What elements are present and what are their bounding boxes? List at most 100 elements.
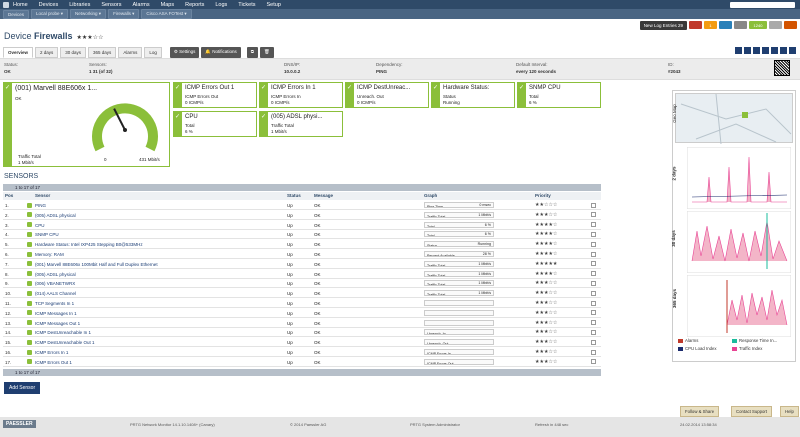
nav-setup[interactable]: Setup bbox=[266, 1, 281, 8]
table-row[interactable]: 17. ICMP Errors Out 1 Up OK ICMP Errors Out ★… bbox=[3, 358, 601, 367]
nav-libraries[interactable]: Libraries bbox=[69, 1, 91, 8]
refresh-icon[interactable] bbox=[762, 47, 769, 54]
priority-stars[interactable]: ★★★★☆ bbox=[535, 270, 558, 277]
table-row[interactable]: 13. ICMP Messages Out 1 Up OK ★★★☆☆ bbox=[3, 319, 601, 328]
nav-sensors[interactable]: Sensors bbox=[101, 1, 122, 8]
row-checkbox[interactable] bbox=[591, 320, 596, 326]
priority-stars[interactable]: ★★★★☆ bbox=[535, 241, 558, 248]
sensor-link[interactable]: ICMP Errors Out 1 bbox=[35, 359, 72, 365]
table-row[interactable]: 14. ICMP DestUnreachable In 1 Up OK Unreach.… bbox=[3, 328, 601, 338]
tab-overview[interactable]: Overview bbox=[3, 47, 34, 58]
row-checkbox[interactable] bbox=[591, 231, 596, 237]
sensor-link[interactable]: ICMP DestUnreachable Out 1 bbox=[35, 340, 95, 346]
sensor-link[interactable]: TCP Segments In 1 bbox=[35, 301, 75, 306]
ack-status-button[interactable] bbox=[784, 21, 797, 29]
sensor-tile-main[interactable]: (001) Marvell 88E606x 1... OK Traffic To… bbox=[3, 82, 170, 167]
row-checkbox[interactable] bbox=[591, 251, 596, 257]
sensor-link[interactable]: ICMP Errors In 1 bbox=[35, 350, 69, 355]
sensor-link[interactable]: ICMP Messages Out 1 bbox=[35, 320, 81, 326]
help-icon[interactable] bbox=[780, 47, 787, 54]
down-status-button[interactable] bbox=[689, 21, 702, 29]
tab-alarms[interactable]: Alarms bbox=[118, 47, 143, 58]
table-row[interactable]: 12. ICMP Messages In 1 Up OK ★★★☆☆ bbox=[3, 309, 601, 318]
priority-stars[interactable]: ★★★☆☆ bbox=[535, 329, 558, 336]
row-checkbox[interactable] bbox=[591, 349, 596, 355]
settings-button[interactable]: ⚙ Settings bbox=[169, 47, 200, 58]
sensor-link[interactable]: Hardware Status: Intel IXP425 Stepping B… bbox=[35, 242, 143, 248]
nav-maps[interactable]: Maps bbox=[160, 1, 175, 8]
list-view-icon[interactable] bbox=[735, 47, 742, 54]
chart-30-days[interactable] bbox=[687, 211, 791, 273]
table-row[interactable]: 1. PING Up OK Ping Time 0 msec ★★☆☆☆ bbox=[3, 201, 601, 210]
table-row[interactable]: 3. CPU Up OK Total 6 % ★★★★☆ bbox=[3, 221, 601, 230]
row-checkbox[interactable] bbox=[591, 310, 596, 316]
nav-reports[interactable]: Reports bbox=[185, 1, 205, 8]
nav-alarms[interactable]: Alarms bbox=[132, 1, 150, 8]
row-checkbox[interactable] bbox=[591, 300, 596, 306]
breadcrumb-device[interactable]: Firewalls ▾ bbox=[108, 9, 140, 19]
table-row[interactable]: 6. Memory: RAM Up OK Percent Available 28 % ★★… bbox=[3, 250, 601, 259]
chart-365-days[interactable] bbox=[687, 275, 791, 337]
table-row[interactable]: 10. (014) AALS Channel Up OK Traffic Total 1 … bbox=[3, 289, 601, 299]
table-row[interactable]: 8. (005) ADSL physical Up OK Traffic Total 1 … bbox=[3, 270, 601, 279]
priority-stars[interactable]: ★★★☆☆ bbox=[535, 349, 558, 355]
breadcrumb-devices[interactable]: Devices bbox=[3, 9, 30, 19]
chart-2-days[interactable] bbox=[687, 147, 791, 209]
priority-stars[interactable]: ★★★★☆ bbox=[535, 251, 558, 257]
nav-logs[interactable]: Logs bbox=[215, 1, 228, 8]
breadcrumb-probe[interactable]: Local probe ▾ bbox=[31, 9, 69, 19]
row-checkbox[interactable] bbox=[591, 359, 596, 365]
search-input[interactable] bbox=[730, 1, 795, 8]
priority-stars[interactable]: ★★★☆☆ bbox=[535, 309, 558, 316]
fullscreen-icon[interactable] bbox=[789, 47, 796, 54]
row-checkbox[interactable] bbox=[591, 339, 596, 345]
row-checkbox[interactable] bbox=[591, 329, 596, 335]
home-icon[interactable] bbox=[3, 1, 9, 8]
priority-stars[interactable]: ★★★☆☆ bbox=[76, 35, 104, 41]
priority-stars[interactable]: ★★★☆☆ bbox=[535, 211, 558, 218]
sensor-link[interactable]: (014) AALS Channel bbox=[35, 291, 77, 297]
sensor-link[interactable]: ICMP Messages In 1 bbox=[35, 310, 77, 316]
sensor-link[interactable]: ICMP DestUnreachable In 1 bbox=[35, 330, 91, 336]
priority-stars[interactable]: ★★★☆☆ bbox=[535, 339, 558, 346]
row-checkbox[interactable] bbox=[591, 212, 596, 218]
nav-tickets[interactable]: Tickets bbox=[238, 1, 256, 8]
add-sensor-button[interactable]: Add Sensor bbox=[4, 382, 41, 394]
tile-view-icon[interactable] bbox=[744, 47, 751, 54]
table-row[interactable]: 2. (005) ADSL physical Up OK Traffic Total 1 … bbox=[3, 211, 601, 220]
sensor-link[interactable]: CPU bbox=[35, 222, 45, 228]
nav-home[interactable]: Home bbox=[13, 1, 28, 8]
table-row[interactable]: 4. SNMP CPU Up OK Total 6 % ★★★★☆ bbox=[3, 230, 601, 240]
print-icon[interactable] bbox=[771, 47, 778, 54]
priority-stars[interactable]: ★★★☆☆ bbox=[535, 319, 558, 326]
priority-stars[interactable]: ★★★★☆ bbox=[535, 231, 558, 238]
nav-devices[interactable]: Devices bbox=[38, 1, 59, 8]
sensor-link[interactable]: PING bbox=[35, 203, 47, 208]
pager-bottom[interactable]: 1 to 17 of 17 bbox=[3, 369, 601, 376]
sensor-link[interactable]: Memory: RAM bbox=[35, 252, 64, 257]
priority-stars[interactable]: ★★★☆☆ bbox=[535, 290, 558, 297]
paused-status-button[interactable] bbox=[734, 21, 747, 29]
table-row[interactable]: 16. ICMP Errors In 1 Up OK ICMP Errors In ★★★… bbox=[3, 348, 601, 357]
notifications-button[interactable]: 🔔 Notifications bbox=[201, 47, 241, 58]
row-checkbox[interactable] bbox=[591, 241, 596, 247]
warning-status-button[interactable]: 1 bbox=[704, 21, 717, 29]
table-row[interactable]: 9. (006) VBANETWRX Up OK Traffic Total 1 Mbit… bbox=[3, 279, 601, 289]
new-log-entries-button[interactable]: New Log Entries 29 bbox=[639, 21, 687, 30]
sensor-link[interactable]: (005) ADSL physical bbox=[35, 212, 76, 218]
sensor-link[interactable]: (005) ADSL physical bbox=[35, 271, 76, 277]
follow-share-button[interactable]: Follow & Share bbox=[680, 406, 720, 417]
unknown-status-button[interactable] bbox=[769, 21, 782, 29]
table-row[interactable]: 11. TCP Segments In 1 Up OK ★★★☆☆ bbox=[3, 299, 601, 308]
row-checkbox[interactable] bbox=[591, 261, 596, 267]
priority-stars[interactable]: ★★★☆☆ bbox=[535, 358, 558, 365]
row-checkbox[interactable] bbox=[591, 202, 596, 208]
help-button[interactable]: Help bbox=[780, 406, 799, 417]
priority-stars[interactable]: ★★★☆☆ bbox=[535, 280, 558, 287]
